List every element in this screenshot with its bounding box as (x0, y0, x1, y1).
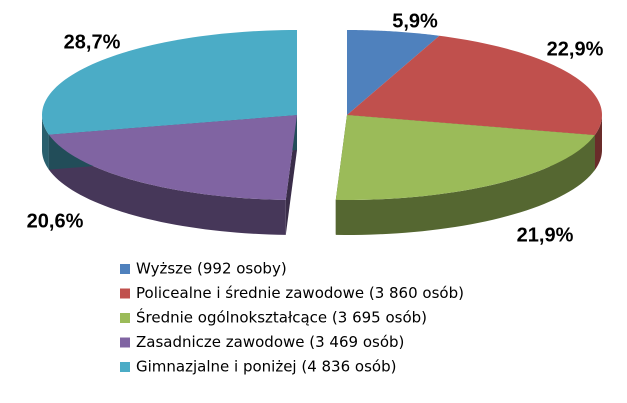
pie-side (42, 115, 49, 170)
legend-label: Zasadnicze zawodowe (3 469 osób) (136, 333, 404, 351)
data-label: 21,9% (517, 224, 574, 246)
legend-label: Gimnazjalne i poniżej (4 836 osób) (136, 358, 396, 376)
legend-label: Średnie ogólnokształcące (3 695 osób) (136, 308, 427, 327)
pie-slice (347, 35, 602, 136)
pie-slice (335, 115, 595, 200)
data-label: 28,7% (64, 31, 121, 53)
pie-side (335, 135, 595, 235)
data-label: 5,9% (392, 10, 438, 32)
legend-swatch (120, 288, 130, 299)
legend-swatch (120, 264, 130, 274)
legend-label: Wyższe (992 osoby) (136, 260, 287, 278)
pie-slice (347, 30, 440, 115)
pie-side (594, 115, 602, 171)
legend-label: Policealne i średnie zawodowe (3 860 osó… (136, 284, 464, 302)
pie-slice (42, 30, 298, 135)
pie-slice (48, 115, 297, 200)
data-label: 20,6% (27, 210, 84, 232)
data-label: 22,9% (547, 38, 604, 60)
legend-swatch (120, 313, 130, 323)
pie-side (48, 134, 286, 235)
legend-swatch (120, 362, 130, 372)
legend-swatch (120, 337, 130, 348)
